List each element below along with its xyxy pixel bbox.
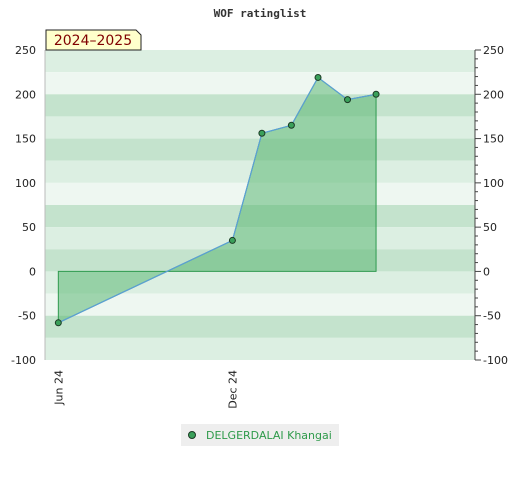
- y-tick-label-right: 250: [483, 44, 504, 57]
- legend-marker-icon: [188, 431, 196, 439]
- grid-band: [45, 293, 475, 316]
- x-tick-label: Jun 24: [52, 370, 65, 406]
- grid-band: [45, 72, 475, 95]
- y-tick-label-left: -100: [11, 354, 36, 367]
- x-tick-label: Dec 24: [226, 370, 239, 409]
- y-tick-label-right: 200: [483, 88, 504, 101]
- grid-band: [45, 50, 475, 73]
- data-point: [372, 90, 380, 98]
- y-tick-label-right: 0: [483, 265, 490, 278]
- grid-band: [45, 94, 475, 117]
- y-tick-label-left: 200: [15, 88, 36, 101]
- y-tick-label-left: 250: [15, 44, 36, 57]
- x-axis: Jun 24 Dec 24: [52, 370, 239, 409]
- data-point: [228, 236, 236, 244]
- legend-entry: DELGERDALAI Khangai: [206, 429, 332, 442]
- y-tick-label-right: -50: [483, 310, 501, 323]
- y-tick-label-right: 150: [483, 133, 504, 146]
- legend[interactable]: DELGERDALAI Khangai: [181, 424, 339, 446]
- data-point: [344, 96, 352, 104]
- y-tick-label-left: 100: [15, 177, 36, 190]
- y-tick-label-right: 100: [483, 177, 504, 190]
- grid-band: [45, 337, 475, 360]
- y-tick-label-right: -100: [483, 354, 508, 367]
- y-tick-label-left: 50: [22, 221, 36, 234]
- series-points: [54, 73, 380, 327]
- data-point: [258, 129, 266, 137]
- axes: -100 -100 -50 -50 0 0 50 50 100 100 150 150 200 200 25…: [11, 44, 508, 367]
- data-point: [54, 319, 62, 327]
- y-tick-label-left: 150: [15, 133, 36, 146]
- y-tick-label-left: 0: [29, 265, 36, 278]
- period-label: 2024–2025: [54, 33, 132, 49]
- grid-band: [45, 315, 475, 338]
- period-badge: 2024–2025: [45, 29, 142, 51]
- chart-title: WOF ratinglist: [214, 7, 307, 20]
- y-tick-label-right: 50: [483, 221, 497, 234]
- data-point: [287, 121, 295, 129]
- data-point: [314, 73, 322, 81]
- y-tick-label-left: -50: [18, 310, 36, 323]
